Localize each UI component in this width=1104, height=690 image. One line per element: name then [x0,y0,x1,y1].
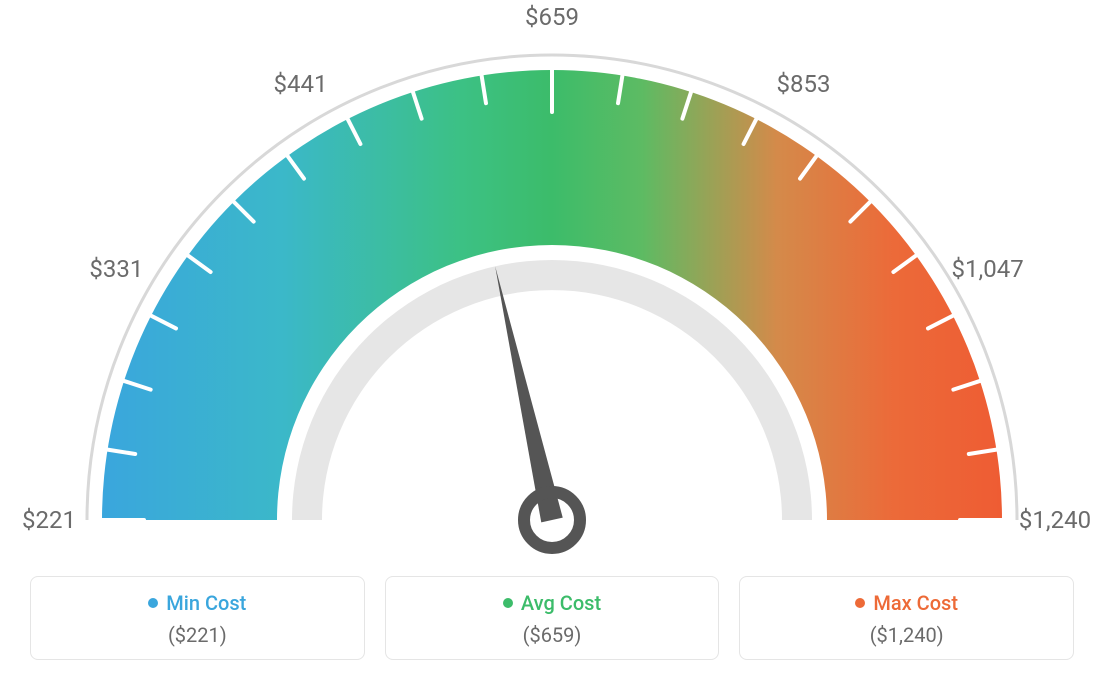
tick-label: $853 [777,70,831,98]
legend-card-max: Max Cost ($1,240) [739,576,1074,660]
legend-title-avg: Avg Cost [521,591,601,615]
legend-title-row: Max Cost [750,591,1063,615]
tick-label: $331 [89,255,143,283]
chart-container: $221 $331 $441 $659 $853 $1,047 $1,240 Min Cos… [0,0,1104,690]
dot-icon [503,598,513,608]
tick-label: $221 [22,506,76,534]
legend: Min Cost ($221) Avg Cost ($659) Max Cost… [30,576,1074,660]
tick-label: $1,047 [952,255,1024,283]
gauge-chart: $221 $331 $441 $659 $853 $1,047 $1,240 [0,0,1104,560]
tick-label: $441 [274,70,328,98]
legend-value-min: ($221) [41,623,354,647]
legend-card-min: Min Cost ($221) [30,576,365,660]
legend-card-avg: Avg Cost ($659) [385,576,720,660]
dot-icon [148,598,158,608]
legend-title-row: Min Cost [41,591,354,615]
gauge-svg [0,0,1104,560]
legend-value-max: ($1,240) [750,623,1063,647]
tick-label: $659 [525,3,579,31]
legend-title-max: Max Cost [873,591,958,615]
tick-label: $1,240 [1019,506,1091,534]
legend-title-row: Avg Cost [396,591,709,615]
legend-value-avg: ($659) [396,623,709,647]
dot-icon [855,598,865,608]
legend-title-min: Min Cost [166,591,246,615]
